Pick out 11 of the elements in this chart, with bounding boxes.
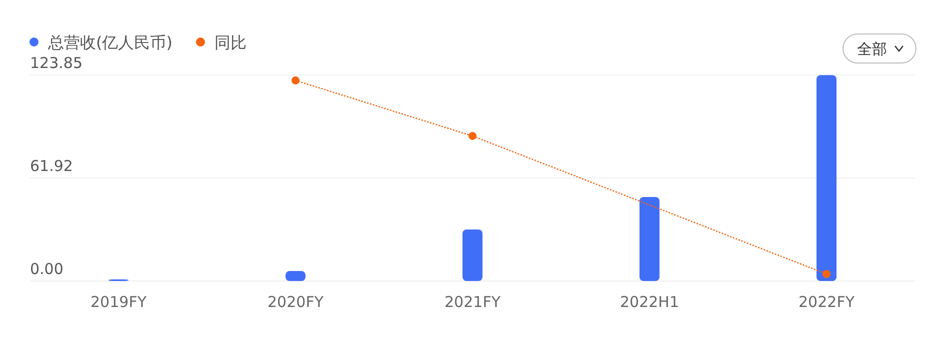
x-tick-label: 2022H1 xyxy=(620,293,679,311)
y-tick-label: 123.85 xyxy=(30,54,82,72)
x-tick-label: 2021FY xyxy=(444,293,502,311)
legend-label: 同比 xyxy=(214,33,246,52)
button: 全部 xyxy=(842,34,916,64)
legend-label: 总营收(亿人民币) xyxy=(47,33,172,52)
x-tick-label: 2022FY xyxy=(798,293,856,311)
x-tick-label: 2019FY xyxy=(90,293,148,311)
y-tick-label: 61.92 xyxy=(30,157,73,176)
x-tick-label: 2020FY xyxy=(268,293,324,311)
y-tick-label: 0.00 xyxy=(30,260,64,278)
